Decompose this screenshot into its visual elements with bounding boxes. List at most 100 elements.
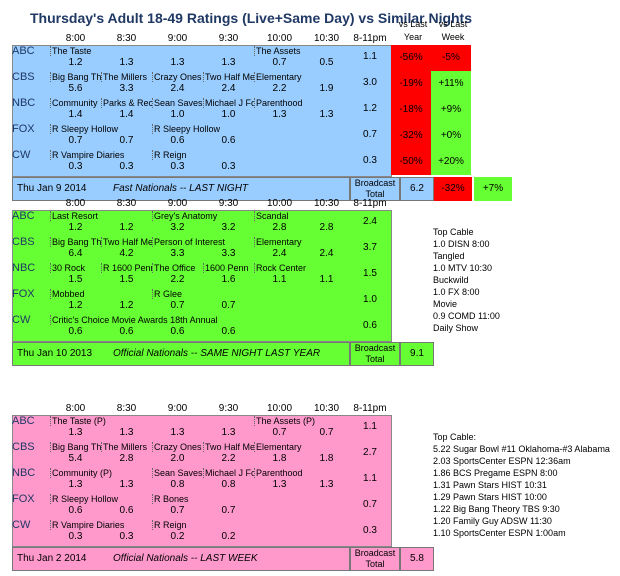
slot-rating: 0.7 xyxy=(68,135,83,146)
show-title: R Sleepy Hollow xyxy=(152,124,254,134)
slot-rating: 0.6 xyxy=(68,326,83,337)
slot-rating: 2.4 xyxy=(221,83,236,94)
show-title: R 1600 Penn xyxy=(101,263,152,273)
slot-rating: 0.5 xyxy=(319,57,334,68)
broadcast-word: Broadcast xyxy=(354,178,396,188)
show-title: Community xyxy=(50,98,101,108)
slot-rating: 0.7 xyxy=(170,505,185,516)
top-cable-line: 1.31 Pawn Stars HIST 10:31 xyxy=(433,480,547,490)
slot-rating: 1.8 xyxy=(272,453,287,464)
broadcast-total: 9.1 xyxy=(400,342,434,366)
slot-rating: 2.2 xyxy=(170,274,185,285)
footer-label: Official Nationals -- LAST WEEK xyxy=(113,553,258,564)
show-title: The Taste xyxy=(50,46,254,56)
slot-rating: 1.3 xyxy=(221,57,236,68)
slot-rating: 1.1 xyxy=(319,274,334,285)
time-header: 8:30 xyxy=(116,403,137,414)
footer-label: Fast Nationals -- LAST NIGHT xyxy=(113,183,249,194)
top-cable-line: Top Cable xyxy=(433,227,474,237)
top-cable-line: 1.20 Family Guy ADSW 11:30 xyxy=(433,516,552,526)
show-title: R Sleepy Hollow xyxy=(50,124,152,134)
night-total: 1.1 xyxy=(363,51,377,62)
total-word: Total xyxy=(365,559,385,569)
slot-rating: 0.3 xyxy=(221,161,236,172)
show-title: R Vampire Diaries xyxy=(50,150,152,160)
show-title: Person of Interest xyxy=(152,237,254,247)
show-title: Two Half Mer xyxy=(203,72,254,82)
network-label-fox: FOX xyxy=(12,493,35,505)
network-label-abc: ABC xyxy=(12,45,35,57)
slot-rating: 3.2 xyxy=(221,222,236,233)
top-cable-line: 1.0 FX 8:00 xyxy=(433,287,480,297)
time-header: 8:30 xyxy=(116,198,137,209)
show-title: Two Half Mer xyxy=(203,442,254,452)
slot-rating: 0.6 xyxy=(221,135,236,146)
slot-rating: 0.3 xyxy=(68,531,83,542)
slot-rating: 3.2 xyxy=(170,222,185,233)
block-footer: Thu Jan 2 2014 Official Nationals -- LAST… xyxy=(12,547,350,571)
compare-header: vs Last Year xyxy=(398,19,428,42)
ratings-block-lastyear: 8:00 8:30 9:00 9:30 10:00 10:30 8-11pm ABC Last … xyxy=(12,197,572,367)
show-title: R Vampire Diaries xyxy=(50,520,152,530)
network-label-cw: CW xyxy=(12,519,31,531)
show-title: Grey's Anatomy xyxy=(152,211,254,221)
slot-rating: 1.4 xyxy=(119,109,134,120)
footer-date: Thu Jan 2 2014 xyxy=(17,553,87,564)
slot-rating: 0.6 xyxy=(221,326,236,337)
night-total: 0.7 xyxy=(363,499,377,510)
slot-rating: 1.3 xyxy=(319,479,334,490)
footer-date: Thu Jan 9 2014 xyxy=(17,183,87,194)
vs-last-year: -18% xyxy=(391,97,431,123)
time-header: 9:00 xyxy=(167,403,188,414)
show-title: Elementary xyxy=(254,442,356,452)
slot-rating: 2.0 xyxy=(170,453,185,464)
top-cable-line: 1.10 SportsCenter ESPN 1:00am xyxy=(433,528,566,538)
night-total: 1.5 xyxy=(363,268,377,279)
vs-last-year: -56% xyxy=(391,45,431,71)
slot-rating: 1.3 xyxy=(68,427,83,438)
slot-rating: 0.3 xyxy=(68,161,83,172)
slot-rating: 0.7 xyxy=(319,427,334,438)
slot-rating: 2.8 xyxy=(272,222,287,233)
time-header: 9:30 xyxy=(218,403,239,414)
page-title: Thursday's Adult 18-49 Ratings (Live+Sam… xyxy=(30,10,473,26)
slot-rating: 0.2 xyxy=(221,531,236,542)
block-footer: Thu Jan 10 2013 Official Nationals -- SAM… xyxy=(12,342,350,366)
slot-rating: 1.9 xyxy=(319,83,334,94)
show-title: R Reign xyxy=(152,150,254,160)
vs-last-week: +11% xyxy=(431,71,471,97)
show-title: Sean Saves t xyxy=(152,468,203,478)
time-header: 9:00 xyxy=(167,198,188,209)
vs-last-week: -5% xyxy=(431,45,471,71)
top-cable-line: 5.22 Sugar Bowl #11 Oklahoma-#3 Alabama xyxy=(433,444,610,454)
slot-rating: 2.8 xyxy=(119,453,134,464)
slot-rating: 1.3 xyxy=(272,109,287,120)
slot-rating: 3.3 xyxy=(221,248,236,259)
show-title: Elementary xyxy=(254,237,356,247)
slot-rating: 0.6 xyxy=(119,505,134,516)
slot-rating: 0.7 xyxy=(272,57,287,68)
slot-rating: 0.3 xyxy=(170,161,185,172)
slot-rating: 4.2 xyxy=(119,248,134,259)
slot-rating: 0.8 xyxy=(221,479,236,490)
show-title: Crazy Ones xyxy=(152,72,202,82)
time-header: 9:00 xyxy=(167,33,188,44)
show-title: Elementary xyxy=(254,72,356,82)
top-cable-line: 2.03 SportsCenter ESPN 12:36am xyxy=(433,456,571,466)
slot-rating: 1.2 xyxy=(68,222,83,233)
night-total: 1.1 xyxy=(363,473,377,484)
show-title: Parenthood xyxy=(254,98,356,108)
slot-rating: 3.3 xyxy=(119,83,134,94)
slot-rating: 0.2 xyxy=(170,531,185,542)
ratings-grid xyxy=(12,45,392,177)
top-cable-line: 1.0 DISN 8:00 xyxy=(433,239,490,249)
broadcast-word: Broadcast xyxy=(354,343,396,353)
show-title: Community (P) xyxy=(50,468,152,478)
show-title: Michael J Fox xyxy=(203,98,254,108)
ratings-grid xyxy=(12,210,392,342)
slot-rating: 1.6 xyxy=(221,274,236,285)
slot-rating: 0.6 xyxy=(170,326,185,337)
top-cable-line: 1.86 BCS Pregame ESPN 8:00 xyxy=(433,468,558,478)
top-cable-notes: Top Cable 1.0 DISN 8:00 Tangled 1.0 MTV 10:… xyxy=(433,226,620,334)
night-total: 0.3 xyxy=(363,525,377,536)
